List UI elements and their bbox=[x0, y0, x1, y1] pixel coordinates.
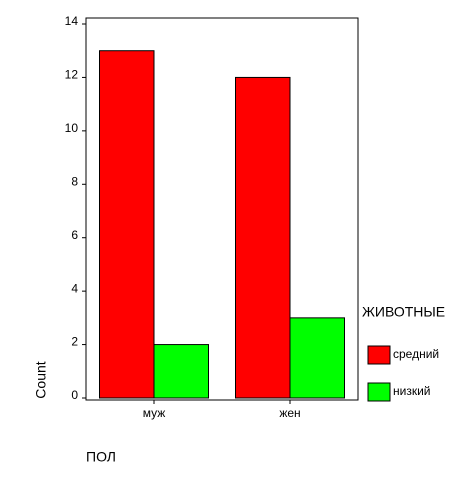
legend-swatch bbox=[367, 345, 391, 365]
x-tick-label: жен bbox=[279, 406, 300, 420]
bar bbox=[153, 344, 209, 399]
y-tick-label: 8 bbox=[71, 174, 78, 188]
y-tick-label: 14 bbox=[65, 14, 79, 28]
legend-title: ЖИВОТНЫЕ bbox=[362, 304, 445, 320]
y-tick-label: 12 bbox=[65, 68, 79, 82]
y-tick-label: 6 bbox=[71, 228, 78, 242]
x-axis-label: ПОЛ bbox=[86, 449, 116, 465]
y-axis-label: Count bbox=[33, 361, 49, 398]
y-tick-label: 2 bbox=[71, 335, 78, 349]
y-tick-label: 0 bbox=[71, 388, 78, 402]
legend-label: низкий bbox=[393, 384, 431, 398]
y-tick-label: 4 bbox=[71, 281, 78, 295]
bar bbox=[289, 317, 345, 399]
bar bbox=[235, 76, 291, 399]
y-tick-label: 10 bbox=[65, 121, 79, 135]
legend-swatch bbox=[367, 382, 391, 402]
legend-label: средний bbox=[393, 347, 439, 361]
x-tick-label: муж bbox=[143, 406, 166, 420]
bar bbox=[99, 50, 155, 399]
plot-frame bbox=[85, 17, 359, 401]
